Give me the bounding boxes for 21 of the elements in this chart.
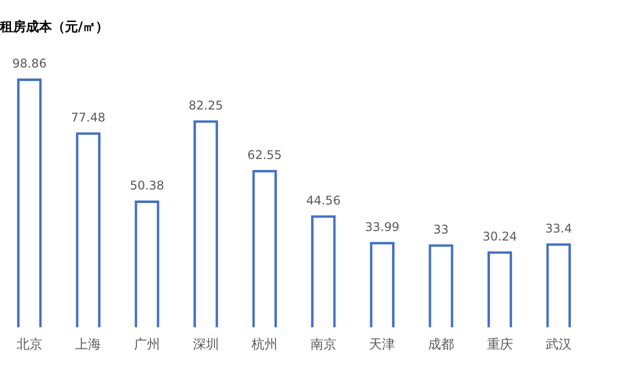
data-label: 77.48 xyxy=(71,110,106,124)
x-tick-label: 南京 xyxy=(310,338,336,353)
data-label: 82.25 xyxy=(188,98,223,112)
data-label: 33.4 xyxy=(545,221,572,236)
x-tick-label: 上海 xyxy=(75,338,102,353)
x-tick-label: 广州 xyxy=(134,338,160,353)
x-tick-label: 重庆 xyxy=(486,338,513,353)
data-label: 98.86 xyxy=(12,56,47,71)
x-tick-label: 成都 xyxy=(428,338,454,353)
data-label: 30.24 xyxy=(482,229,517,244)
chart-title: 租房成本（元/㎡） xyxy=(0,19,109,36)
data-label: 33.99 xyxy=(365,220,400,234)
x-tick-label: 深圳 xyxy=(192,338,219,353)
x-tick-label: 武汉 xyxy=(546,338,572,353)
x-tick-label: 天津 xyxy=(369,338,396,353)
data-label: 44.56 xyxy=(306,193,341,208)
x-tick-label: 北京 xyxy=(16,338,42,353)
data-label: 33 xyxy=(433,222,449,236)
data-label: 62.55 xyxy=(247,148,282,162)
data-label: 50.38 xyxy=(130,178,164,193)
x-tick-label: 杭州 xyxy=(250,338,278,353)
